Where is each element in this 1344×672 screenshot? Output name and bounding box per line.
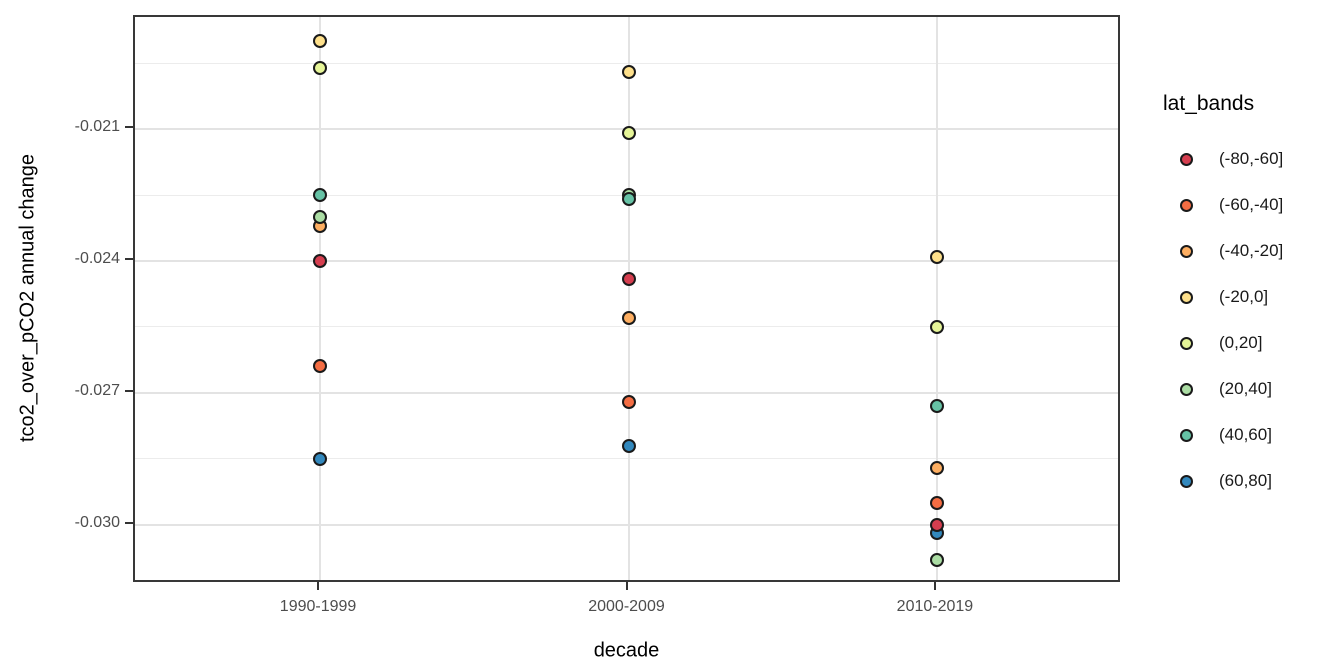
gridline-minor [135, 458, 1118, 460]
gridline-major-vertical [935, 17, 938, 580]
legend-key-dot [1180, 290, 1193, 304]
y-tick-mark [125, 389, 133, 392]
data-point [621, 126, 636, 141]
legend-item-label: (20,40] [1219, 379, 1272, 398]
plot-panel [133, 15, 1120, 582]
legend-title: lat_bands [1163, 92, 1255, 115]
data-point [313, 34, 328, 49]
legend-item-label: (40,60] [1219, 425, 1272, 444]
y-tick-mark [125, 521, 133, 524]
legend-key-dot [1180, 198, 1193, 212]
data-point [929, 495, 944, 510]
x-tick-label: 2000-2009 [588, 598, 665, 615]
legend-key-dot [1180, 244, 1193, 258]
data-point [313, 451, 328, 466]
data-point [621, 64, 636, 79]
data-point [929, 319, 944, 334]
legend-item: (-60,-40] [1163, 182, 1283, 228]
data-point [929, 552, 944, 567]
y-axis-title: tco2_over_pCO2 annual change [16, 154, 39, 442]
legend-item: (-20,0] [1163, 274, 1283, 320]
legend-item-label: (0,20] [1219, 333, 1263, 352]
legend: lat_bands (-80,-60] (-60,-40] (-40,-20] (-2… [1163, 92, 1283, 504]
y-tick-mark [125, 257, 133, 260]
legend-item: (20,40] [1163, 366, 1283, 412]
data-point [621, 438, 636, 453]
legend-item: (0,20] [1163, 320, 1283, 366]
data-point [313, 253, 328, 268]
legend-item-label: (-60,-40] [1219, 195, 1284, 214]
legend-key-dot [1180, 474, 1193, 488]
legend-items: (-80,-60] (-60,-40] (-40,-20] (-20,0] (0,20]… [1163, 136, 1283, 504]
gridline-major-vertical [319, 17, 322, 580]
legend-item-label: (60,80] [1219, 471, 1272, 490]
gridline-major [135, 391, 1118, 394]
legend-item: (-40,-20] [1163, 228, 1283, 274]
legend-item: (-80,-60] [1163, 136, 1283, 182]
legend-item: (60,80] [1163, 458, 1283, 504]
legend-item: (40,60] [1163, 412, 1283, 458]
x-tick-mark [317, 582, 320, 590]
gridline-major-vertical [627, 17, 630, 580]
gridline-major [135, 259, 1118, 262]
y-tick-label: -0.030 [74, 513, 120, 531]
gridline-major [135, 523, 1118, 526]
data-point [313, 188, 328, 202]
gridline-minor [135, 62, 1118, 64]
gridline-minor [135, 326, 1118, 328]
data-point [621, 192, 636, 207]
legend-key-dot [1180, 382, 1193, 396]
x-axis-title: decade [593, 639, 660, 662]
data-point [621, 271, 636, 286]
data-point [929, 517, 944, 532]
legend-key-dot [1180, 152, 1193, 166]
x-tick-mark [625, 582, 628, 590]
data-point [621, 311, 636, 326]
data-point [929, 249, 944, 264]
legend-item-label: (-20,0] [1219, 287, 1269, 306]
y-tick-label: -0.021 [74, 118, 120, 136]
data-point [313, 359, 328, 374]
legend-key-dot [1180, 428, 1193, 442]
legend-item-label: (-80,-60] [1219, 149, 1284, 168]
data-point [313, 209, 328, 224]
legend-key-dot [1180, 336, 1193, 350]
data-point [929, 460, 944, 475]
x-tick-label: 2010-2019 [896, 598, 974, 615]
legend-item-label: (-40,-20] [1219, 241, 1284, 260]
data-point [313, 60, 328, 75]
x-tick-mark [933, 582, 936, 590]
y-tick-mark [125, 126, 133, 129]
data-point [929, 398, 944, 413]
x-tick-label: 1990-1999 [279, 598, 357, 615]
data-point [621, 394, 636, 409]
